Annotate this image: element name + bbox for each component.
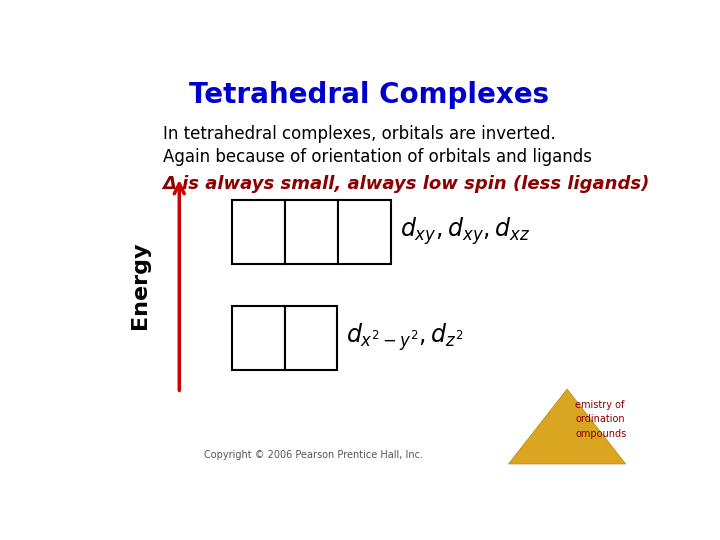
Text: Δ is always small, always low spin (less ligands): Δ is always small, always low spin (less… [163,175,650,193]
Bar [338,200,392,265]
Bar [233,306,284,370]
Bar [284,306,337,370]
Bar [285,200,338,265]
Text: Again because of orientation of orbitals and ligands: Again because of orientation of orbitals… [163,148,592,166]
Polygon shape [508,389,626,464]
Text: $d_{xy}, d_{xy}, d_{xz}$: $d_{xy}, d_{xy}, d_{xz}$ [400,215,530,247]
Text: emistry of
ordination
ompounds: emistry of ordination ompounds [575,400,626,439]
Text: In tetrahedral complexes, orbitals are inverted.: In tetrahedral complexes, orbitals are i… [163,125,555,143]
Text: Energy: Energy [130,241,150,329]
Text: $d_{x^2-y^2}, d_{z^2}$: $d_{x^2-y^2}, d_{z^2}$ [346,321,463,353]
Text: Copyright © 2006 Pearson Prentice Hall, Inc.: Copyright © 2006 Pearson Prentice Hall, … [204,450,423,460]
Bar [233,200,285,265]
Text: Tetrahedral Complexes: Tetrahedral Complexes [189,82,549,110]
